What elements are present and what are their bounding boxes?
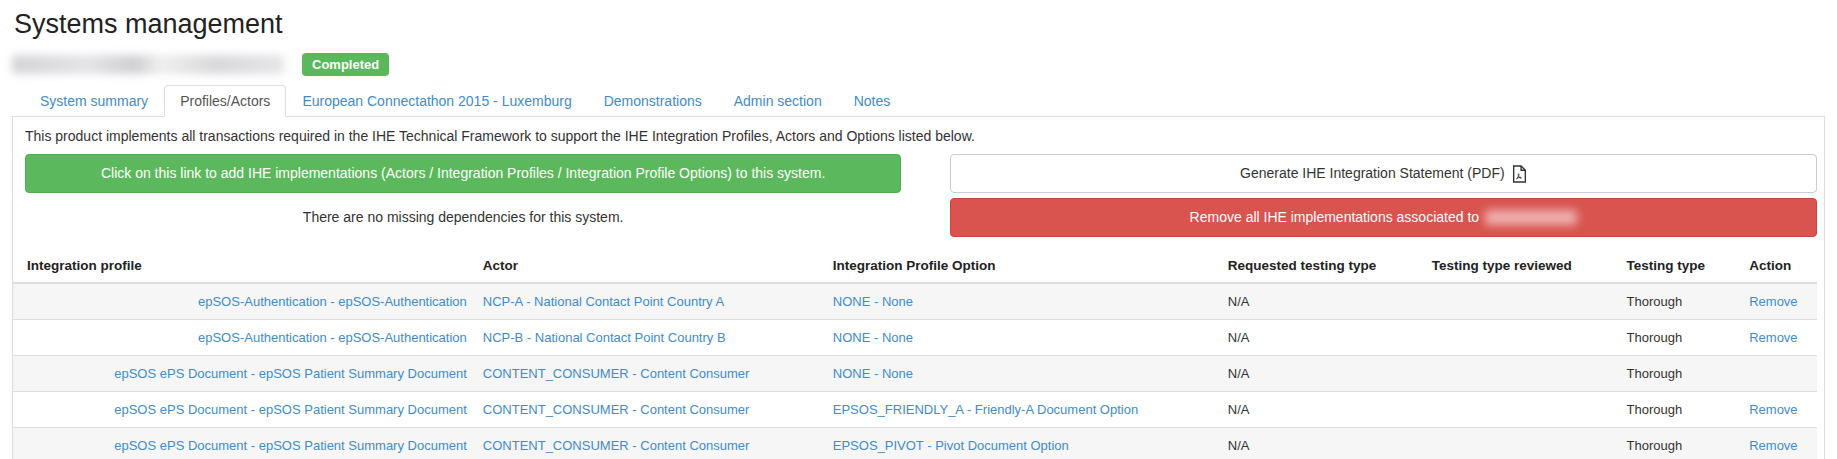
column-header-integration-profile: Integration profile: [13, 249, 475, 283]
tab-european-connectathon-2015-luxemburg[interactable]: European Connectathon 2015 - Luxemburg: [286, 85, 587, 117]
system-header: Completed: [12, 52, 1837, 77]
testing-type-reviewed-value: [1424, 283, 1619, 320]
column-header-integration-profile-option: Integration Profile Option: [825, 249, 1220, 283]
integration-profile-link-cell: epSOS-Authentication - epSOS-Authenticat…: [13, 320, 475, 356]
testing-type-value: Thorough: [1619, 320, 1742, 356]
testing-type-reviewed-value: [1424, 428, 1619, 459]
redacted-system-name-inline: [1485, 210, 1577, 225]
table-row: epSOS-Authentication - epSOS-Authenticat…: [13, 283, 1817, 320]
redacted-system-name: [12, 55, 284, 74]
testing-type-value: Thorough: [1619, 356, 1742, 392]
actions-row: Click on this link to add IHE implementa…: [13, 154, 1824, 237]
tab-bar: System summaryProfiles/ActorsEuropean Co…: [12, 85, 1825, 117]
actor-link-cell: CONTENT_CONSUMER - Content Consumer: [475, 392, 825, 428]
generate-statement-label: Generate IHE Integration Statement (PDF): [1240, 164, 1505, 183]
table-row: epSOS-Authentication - epSOS-Authenticat…: [13, 320, 1817, 356]
remove-link-cell: Remove: [1741, 283, 1817, 320]
actor-link-cell: NCP-A - National Contact Point Country A: [475, 283, 825, 320]
integration-profile-link-cell: epSOS ePS Document - epSOS Patient Summa…: [13, 356, 475, 392]
remove-link[interactable]: Remove: [1749, 330, 1797, 345]
integration-profile-option-link-cell: EPSOS_FRIENDLY_A - Friendly-A Document O…: [825, 392, 1220, 428]
tab-profiles-actors[interactable]: Profiles/Actors: [164, 85, 286, 117]
table-row: epSOS ePS Document - epSOS Patient Summa…: [13, 392, 1817, 428]
table-row: epSOS ePS Document - epSOS Patient Summa…: [13, 428, 1817, 459]
tab-demonstrations[interactable]: Demonstrations: [588, 85, 718, 117]
profiles-table-body: epSOS-Authentication - epSOS-Authenticat…: [13, 283, 1817, 459]
integration-profile-option-link-cell: NONE - None: [825, 356, 1220, 392]
integration-profile-link-cell: epSOS ePS Document - epSOS Patient Summa…: [13, 392, 475, 428]
requested-testing-type-value: N/A: [1220, 392, 1424, 428]
integration-profile-link-cell: epSOS ePS Document - epSOS Patient Summa…: [13, 428, 475, 459]
actor-link[interactable]: NCP-A - National Contact Point Country A: [483, 294, 724, 309]
requested-testing-type-value: N/A: [1220, 428, 1424, 459]
remove-all-button[interactable]: Remove all IHE implementations associate…: [950, 198, 1817, 237]
requested-testing-type-value: N/A: [1220, 356, 1424, 392]
page-title: Systems management: [14, 9, 1837, 39]
testing-type-value: Thorough: [1619, 428, 1742, 459]
intro-text: This product implements all transactions…: [25, 128, 1824, 145]
remove-link-cell: Remove: [1741, 392, 1817, 428]
remove-link[interactable]: Remove: [1749, 402, 1797, 417]
actor-link-cell: CONTENT_CONSUMER - Content Consumer: [475, 428, 825, 459]
testing-type-reviewed-value: [1424, 356, 1619, 392]
remove-link[interactable]: Remove: [1749, 294, 1797, 309]
actions-left-column: Click on this link to add IHE implementa…: [25, 154, 901, 237]
tab-notes[interactable]: Notes: [838, 85, 907, 117]
column-header-requested-testing-type: Requested testing type: [1220, 249, 1424, 283]
add-implementations-button[interactable]: Click on this link to add IHE implementa…: [25, 154, 901, 193]
integration-profile-link[interactable]: epSOS-Authentication - epSOS-Authenticat…: [198, 294, 467, 309]
testing-type-value: Thorough: [1619, 392, 1742, 428]
table-row: epSOS ePS Document - epSOS Patient Summa…: [13, 356, 1817, 392]
integration-profile-option-link-cell: NONE - None: [825, 320, 1220, 356]
integration-profile-option-link[interactable]: EPSOS_PIVOT - Pivot Document Option: [833, 438, 1069, 453]
integration-profile-link[interactable]: epSOS-Authentication - epSOS-Authenticat…: [198, 330, 467, 345]
status-badge: Completed: [302, 53, 389, 76]
column-header-testing-type: Testing type: [1619, 249, 1742, 283]
actor-link[interactable]: CONTENT_CONSUMER - Content Consumer: [483, 366, 750, 381]
integration-profile-link[interactable]: epSOS ePS Document - epSOS Patient Summa…: [114, 402, 467, 417]
actor-link-cell: CONTENT_CONSUMER - Content Consumer: [475, 356, 825, 392]
integration-profile-link[interactable]: epSOS ePS Document - epSOS Patient Summa…: [114, 438, 467, 453]
integration-profile-link[interactable]: epSOS ePS Document - epSOS Patient Summa…: [114, 366, 467, 381]
testing-type-reviewed-value: [1424, 392, 1619, 428]
testing-type-value: Thorough: [1619, 283, 1742, 320]
integration-profile-option-link[interactable]: NONE - None: [833, 330, 913, 345]
column-header-testing-type-reviewed: Testing type reviewed: [1424, 249, 1619, 283]
requested-testing-type-value: N/A: [1220, 283, 1424, 320]
table-header-row: Integration profileActorIntegration Prof…: [13, 249, 1817, 283]
requested-testing-type-value: N/A: [1220, 320, 1424, 356]
generate-statement-button[interactable]: Generate IHE Integration Statement (PDF): [950, 154, 1817, 193]
column-header-actor: Actor: [475, 249, 825, 283]
pdf-file-icon: [1512, 165, 1527, 183]
column-header-action: Action: [1741, 249, 1817, 283]
integration-profile-option-link-cell: EPSOS_PIVOT - Pivot Document Option: [825, 428, 1220, 459]
profiles-actors-panel: This product implements all transactions…: [12, 117, 1825, 459]
testing-type-reviewed-value: [1424, 320, 1619, 356]
remove-all-label: Remove all IHE implementations associate…: [1190, 208, 1479, 227]
tab-admin-section[interactable]: Admin section: [718, 85, 838, 117]
remove-link-cell: Remove: [1741, 428, 1817, 459]
remove-link[interactable]: Remove: [1749, 438, 1797, 453]
actor-link[interactable]: NCP-B - National Contact Point Country B: [483, 330, 726, 345]
integration-profile-option-link[interactable]: EPSOS_FRIENDLY_A - Friendly-A Document O…: [833, 402, 1138, 417]
integration-profile-option-link-cell: NONE - None: [825, 283, 1220, 320]
tab-system-summary[interactable]: System summary: [24, 85, 164, 117]
remove-link-cell: Remove: [1741, 320, 1817, 356]
actor-link-cell: NCP-B - National Contact Point Country B: [475, 320, 825, 356]
integration-profile-link-cell: epSOS-Authentication - epSOS-Authenticat…: [13, 283, 475, 320]
integration-profile-option-link[interactable]: NONE - None: [833, 366, 913, 381]
profiles-table: Integration profileActorIntegration Prof…: [13, 249, 1817, 459]
actor-link[interactable]: CONTENT_CONSUMER - Content Consumer: [483, 438, 750, 453]
no-missing-dependencies-text: There are no missing dependencies for th…: [25, 209, 901, 225]
actor-link[interactable]: CONTENT_CONSUMER - Content Consumer: [483, 402, 750, 417]
remove-link: [1741, 356, 1817, 392]
integration-profile-option-link[interactable]: NONE - None: [833, 294, 913, 309]
actions-right-column: Generate IHE Integration Statement (PDF)…: [950, 154, 1817, 237]
